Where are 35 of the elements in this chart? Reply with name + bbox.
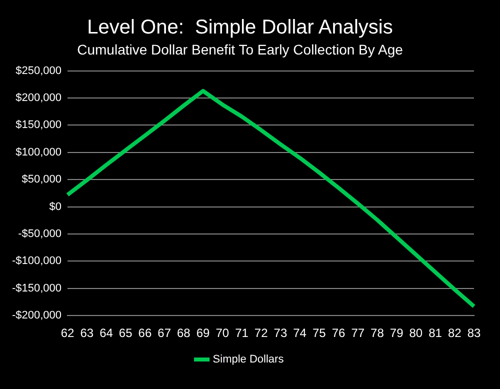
x-tick-label: 73 — [274, 326, 288, 340]
y-tick-label: -$150,000 — [12, 282, 62, 294]
y-tick-label: -$100,000 — [12, 255, 62, 268]
y-tick-label: -$200,000 — [12, 310, 62, 322]
y-tick-label: -$50,000 — [18, 228, 62, 240]
x-tick-label: 83 — [467, 326, 481, 340]
x-tick-label: 64 — [100, 326, 114, 340]
x-tick-label: 63 — [80, 326, 94, 340]
y-tick-label: $250,000 — [16, 64, 62, 77]
chart-subtitle: Cumulative Dollar Benefit To Early Collection By Age — [77, 41, 404, 58]
x-tick-label: 81 — [428, 326, 442, 340]
x-tick-label: 71 — [235, 326, 249, 340]
y-tick-label: $100,000 — [16, 146, 62, 158]
legend-label: Simple Dollars — [212, 354, 284, 366]
x-tick-label: 80 — [409, 326, 423, 340]
x-tick-label: 66 — [138, 326, 152, 340]
y-tick-label: $50,000 — [22, 174, 62, 186]
x-tick-label: 62 — [60, 326, 75, 340]
x-tick-label: 74 — [293, 326, 307, 340]
x-tick-label: 68 — [176, 326, 191, 340]
x-tick-label: 65 — [118, 326, 133, 340]
x-tick-label: 69 — [196, 326, 210, 340]
x-tick-label: 79 — [390, 326, 404, 340]
y-tick-label: $0 — [49, 200, 62, 213]
x-tick-label: 77 — [351, 326, 365, 340]
x-tick-label: 78 — [370, 326, 384, 340]
x-tick-label: 76 — [332, 326, 346, 340]
chart-title: Level One: Simple Dollar Analysis — [87, 16, 393, 39]
y-tick-label: $200,000 — [16, 92, 62, 104]
x-tick-label: 82 — [448, 326, 462, 340]
x-tick-label: 70 — [216, 326, 230, 340]
x-tick-label: 67 — [158, 326, 172, 340]
x-tick-label: 72 — [254, 326, 268, 340]
y-tick-label: $150,000 — [16, 119, 62, 132]
x-tick-label: 75 — [312, 326, 326, 340]
